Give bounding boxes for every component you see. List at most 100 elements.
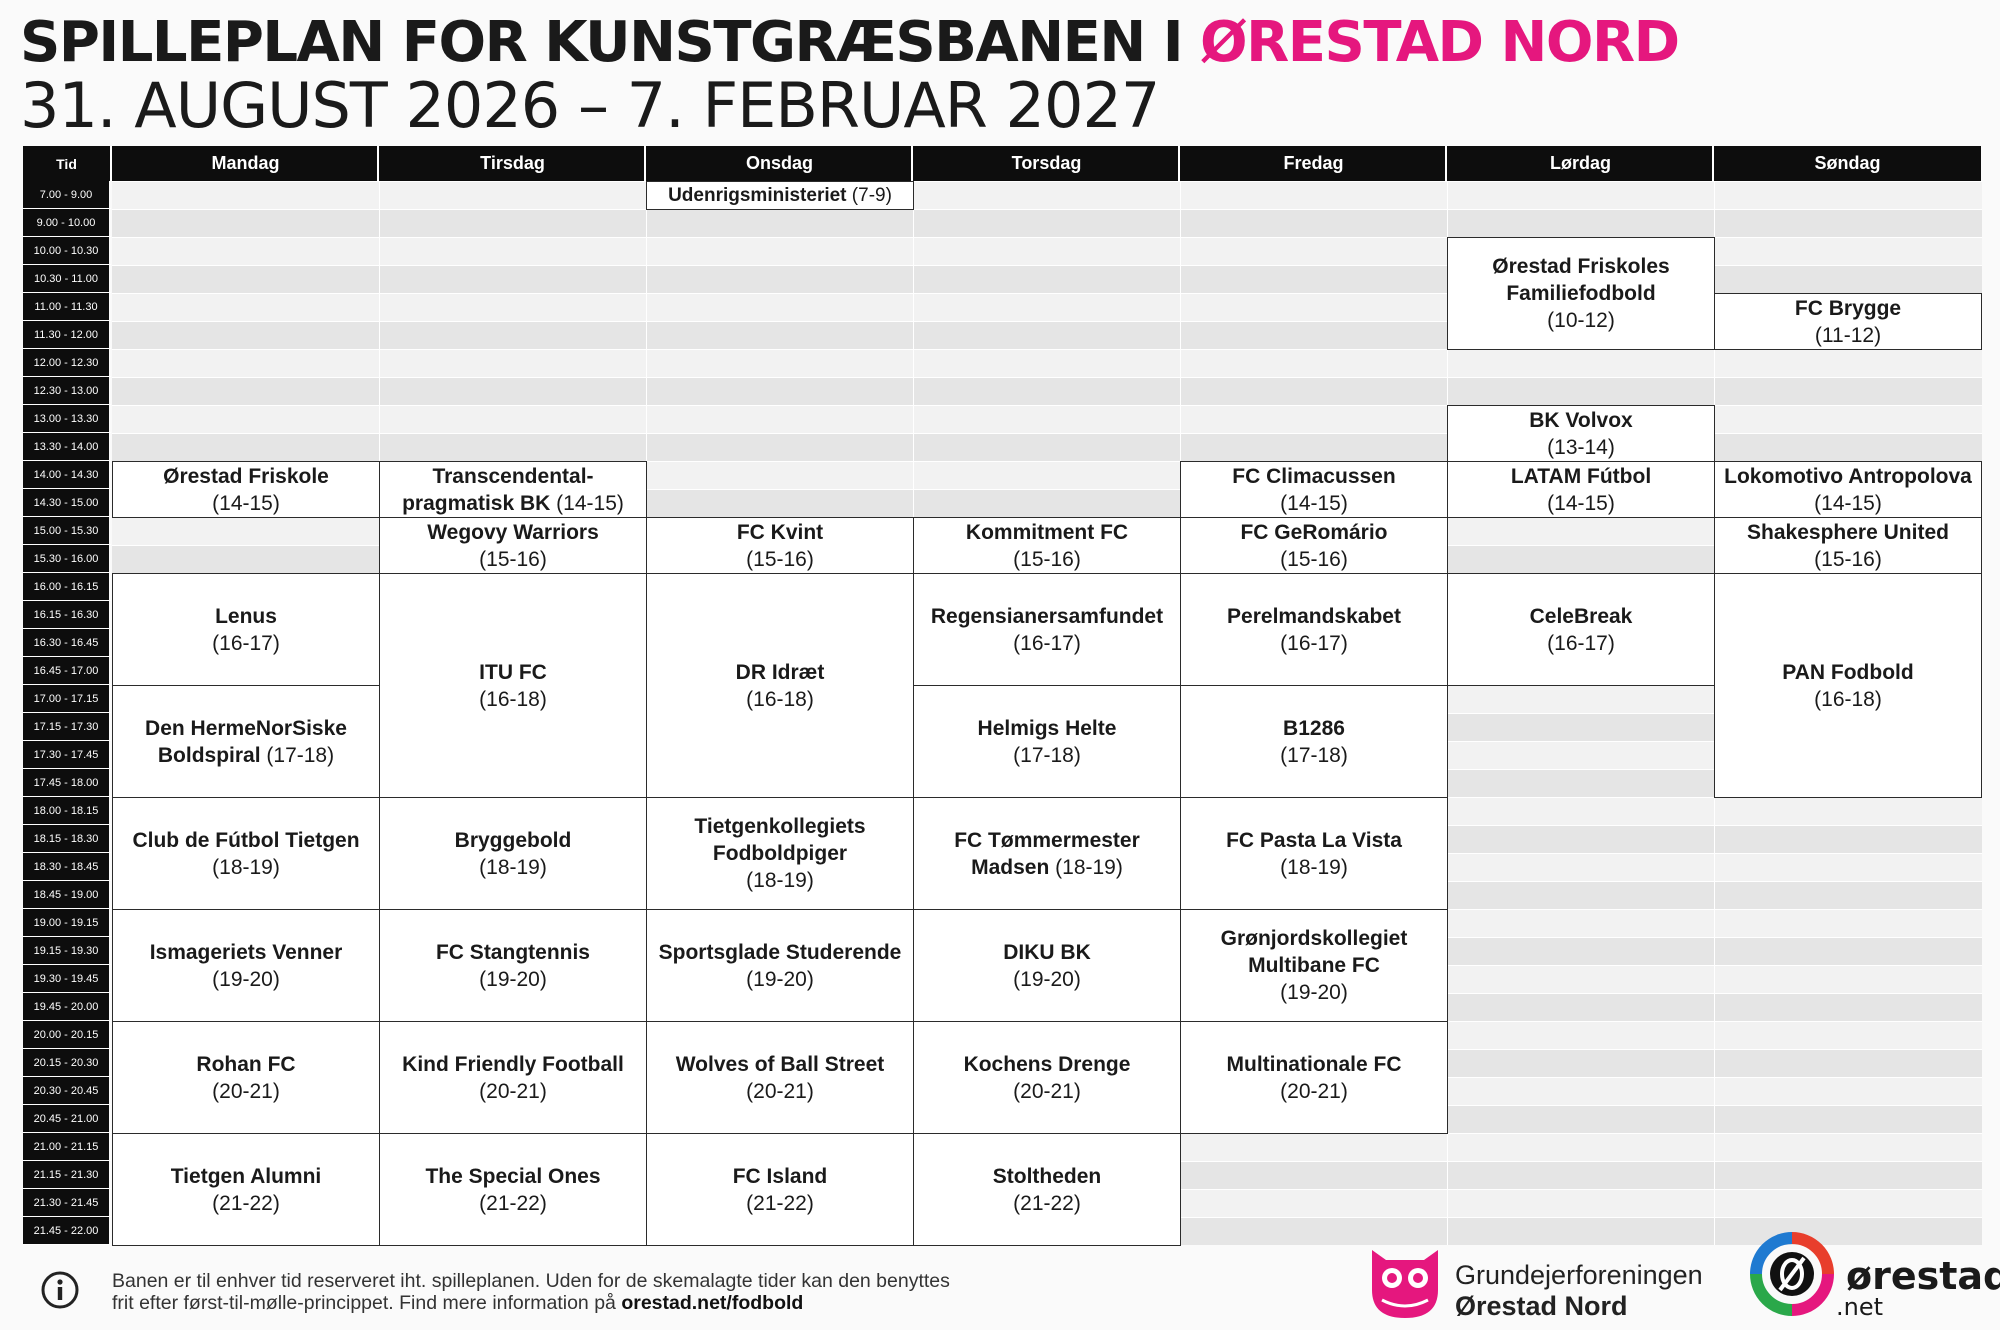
grid-row-background xyxy=(112,377,1982,405)
schedule-event: BK Volvox (13-14) xyxy=(1447,405,1715,462)
schedule-event: Ørestad Friskoles Familiefodbold (10-12) xyxy=(1447,237,1715,350)
schedule-event: FC Stangtennis (19-20) xyxy=(379,909,647,1022)
header-separator xyxy=(911,146,913,181)
schedule-event: LATAM Fútbol (14-15) xyxy=(1447,461,1715,518)
event-team-name: Wolves of Ball Street xyxy=(675,1052,885,1076)
schedule-event: FC Kvint (15-16) xyxy=(646,517,914,574)
event-time: (18-19) xyxy=(1055,855,1123,879)
orestad-logo-text: ørestad xyxy=(1846,1254,2000,1298)
time-slot-separator xyxy=(23,712,111,713)
time-slot-label: 18.30 - 18.45 xyxy=(23,853,109,880)
footer-info-body: Banen er til enhver tid reserveret iht. … xyxy=(112,1270,950,1314)
schedule-event: Den HermeNorSiske Boldspiral (17-18) xyxy=(112,685,380,798)
time-slot-separator xyxy=(23,880,111,881)
schedule-event: Stoltheden (21-22) xyxy=(913,1133,1181,1246)
time-slot-separator xyxy=(23,208,111,209)
time-slot-separator xyxy=(23,404,111,405)
time-slot-label: 16.30 - 16.45 xyxy=(23,629,109,656)
event-team-name: FC Island xyxy=(732,1164,828,1188)
schedule-event: PAN Fodbold (16-18) xyxy=(1714,573,1982,798)
time-slot-label: 20.00 - 20.15 xyxy=(23,1021,109,1048)
owl-logo-icon xyxy=(1372,1250,1438,1318)
time-slot-separator xyxy=(23,264,111,265)
event-content: B1286 (17-18) xyxy=(1280,715,1348,769)
time-slot-separator xyxy=(23,908,111,909)
time-slot-label: 11.00 - 11.30 xyxy=(23,293,109,320)
day-header-6: Søndag xyxy=(1714,146,1981,181)
schedule-event: Wolves of Ball Street (20-21) xyxy=(646,1021,914,1134)
grid-row-line xyxy=(112,349,1982,350)
event-time: (16-17) xyxy=(1280,631,1348,655)
event-team-name: Den HermeNorSiske Boldspiral xyxy=(145,716,347,767)
time-slot-label: 10.30 - 11.00 xyxy=(23,265,109,292)
time-slot-separator xyxy=(23,992,111,993)
time-slot-label: 9.00 - 10.00 xyxy=(23,209,109,236)
time-slot-label: 20.30 - 20.45 xyxy=(23,1077,109,1104)
event-team-name: DIKU BK xyxy=(1003,940,1091,964)
event-time: (14-15) xyxy=(212,491,280,515)
schedule-event: Multinationale FC (20-21) xyxy=(1180,1021,1448,1134)
event-content: Sportsglade Studerende (19-20) xyxy=(659,939,902,993)
event-content: Den HermeNorSiske Boldspiral (17-18) xyxy=(113,715,379,769)
event-content: Ørestad Friskoles Familiefodbold (10-12) xyxy=(1448,253,1714,334)
time-slot-label: 17.00 - 17.15 xyxy=(23,685,109,712)
event-time: (16-18) xyxy=(479,687,547,711)
grid-row-line xyxy=(112,265,1982,266)
time-slot-separator xyxy=(23,1244,111,1245)
event-team-name: Grønjordskollegiet Multibane FC xyxy=(1220,927,1408,977)
event-content: Rohan FC (20-21) xyxy=(196,1051,295,1105)
event-content: Transcendental-pragmatisk BK (14-15) xyxy=(380,463,646,517)
time-slot-separator xyxy=(23,236,111,237)
time-slot-separator xyxy=(23,1188,111,1189)
time-slot-label: 12.00 - 12.30 xyxy=(23,349,109,376)
event-time: (16-18) xyxy=(746,687,814,711)
schedule-event: DR Idræt (16-18) xyxy=(646,573,914,798)
header-separator xyxy=(1178,146,1180,181)
time-slot-label: 20.15 - 20.30 xyxy=(23,1049,109,1076)
schedule-event: Tietgen Alumni (21-22) xyxy=(112,1133,380,1246)
event-content: Kochens Drenge (20-21) xyxy=(964,1051,1131,1105)
orestad-logo-suffix: .net xyxy=(1836,1293,1884,1321)
footer-info-text: Banen er til enhver tid reserveret iht. … xyxy=(112,1270,972,1314)
orestad-logo-icon xyxy=(1750,1232,1834,1316)
time-slot-label: 13.00 - 13.30 xyxy=(23,405,109,432)
schedule-event: Tietgenkollegiets Fodboldpiger (18-19) xyxy=(646,797,914,910)
event-time: (16-18) xyxy=(1814,687,1882,711)
header-separator xyxy=(110,146,112,181)
schedule-event: DIKU BK (19-20) xyxy=(913,909,1181,1022)
time-slot-separator xyxy=(23,572,111,573)
time-slot-separator xyxy=(23,964,111,965)
event-team-name: Tietgenkollegiets Fodboldpiger xyxy=(694,815,866,865)
event-time: (19-20) xyxy=(479,967,547,991)
event-team-name: Udenrigsministeriet xyxy=(668,185,847,206)
time-slot-label: 16.45 - 17.00 xyxy=(23,657,109,684)
time-slot-label: 15.30 - 16.00 xyxy=(23,545,109,572)
time-slot-label: 18.15 - 18.30 xyxy=(23,825,109,852)
event-content: Lenus (16-17) xyxy=(212,603,280,657)
event-time: (15-16) xyxy=(746,547,814,571)
schedule-event: Club de Fútbol Tietgen (18-19) xyxy=(112,797,380,910)
event-content: Helmigs Helte (17-18) xyxy=(978,715,1117,769)
time-slot-separator xyxy=(23,1076,111,1077)
event-team-name: Wegovy Warriors xyxy=(427,520,599,544)
event-time: (20-21) xyxy=(1280,1079,1348,1103)
schedule-event: FC Brygge (11-12) xyxy=(1714,293,1982,350)
event-team-name: LATAM Fútbol xyxy=(1510,464,1652,488)
event-time: (19-20) xyxy=(1280,981,1348,1004)
event-content: FC Tømmermester Madsen (18-19) xyxy=(914,827,1180,881)
event-time: (18-19) xyxy=(746,869,814,892)
event-time: (20-21) xyxy=(1013,1079,1081,1103)
event-time: (13-14) xyxy=(1547,435,1615,459)
time-slot-label: 17.30 - 17.45 xyxy=(23,741,109,768)
time-slot-label: 16.15 - 16.30 xyxy=(23,601,109,628)
event-content: Club de Fútbol Tietgen (18-19) xyxy=(132,827,359,881)
event-content: Perelmandskabet (16-17) xyxy=(1227,603,1401,657)
time-slot-separator xyxy=(23,460,111,461)
time-slot-label: 20.45 - 21.00 xyxy=(23,1105,109,1132)
schedule-event: ITU FC (16-18) xyxy=(379,573,647,798)
event-content: DR Idræt (16-18) xyxy=(736,659,825,713)
footer-info-link[interactable]: orestad.net/fodbold xyxy=(621,1292,804,1314)
info-icon xyxy=(41,1271,79,1309)
day-header-1: Tirsdag xyxy=(379,146,646,181)
day-header-2: Onsdag xyxy=(646,146,913,181)
